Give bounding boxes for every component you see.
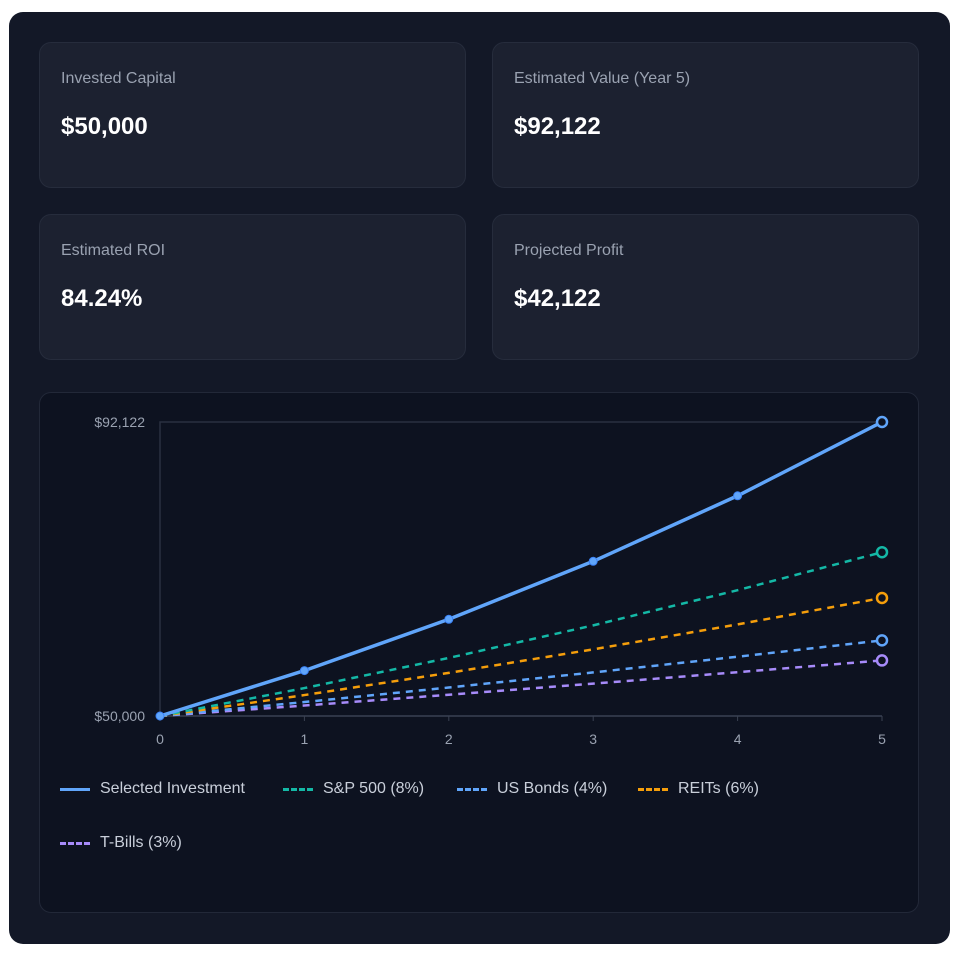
legend-item-bonds[interactable]: US Bonds (4%) [457, 780, 607, 798]
card-value: $50,000 [61, 113, 148, 140]
projected-profit-card: Projected Profit $42,122 [492, 214, 919, 360]
card-label: Projected Profit [514, 242, 624, 259]
legend-swatch [457, 787, 487, 791]
card-label: Estimated ROI [61, 242, 166, 259]
legend-label: REITs (6%) [678, 780, 759, 797]
legend-label: US Bonds (4%) [497, 780, 608, 797]
legend-item-tbills[interactable]: T-Bills (3%) [60, 834, 182, 852]
data-point-end [875, 591, 889, 605]
card-label: Estimated Value (Year 5) [514, 70, 691, 87]
data-point-end [875, 415, 889, 429]
series-line-1 [159, 551, 883, 718]
data-point [155, 711, 165, 721]
data-point-end [875, 634, 889, 647]
data-point-end [875, 545, 889, 559]
x-tick-label: 4 [734, 731, 742, 747]
data-point-end [875, 654, 889, 667]
legend-item-reits[interactable]: REITs (6%) [638, 780, 759, 798]
card-value: $42,122 [514, 285, 601, 312]
legend-item-selected[interactable]: Selected Investment [60, 780, 245, 798]
series-line-2 [159, 639, 883, 718]
x-tick-label: 2 [445, 731, 453, 747]
card-value: $92,122 [514, 113, 601, 140]
data-point [588, 556, 598, 566]
data-point [444, 614, 454, 624]
x-tick-label: 1 [301, 731, 309, 747]
series-line-4 [159, 659, 883, 718]
legend-swatch [638, 787, 668, 791]
y-tick-label-min: $50,000 [94, 708, 145, 724]
x-tick-label: 3 [589, 731, 597, 747]
estimated-value-card: Estimated Value (Year 5) $92,122 [492, 42, 919, 188]
legend-label: Selected Investment [100, 780, 245, 797]
legend-label: S&P 500 (8%) [323, 780, 425, 797]
plot-frame [159, 421, 882, 716]
x-tick-label: 0 [156, 731, 164, 747]
data-point [733, 491, 743, 501]
card-label: Invested Capital [61, 70, 176, 87]
y-tick-label-max: $92,122 [94, 414, 145, 430]
series-line-0 [159, 420, 883, 718]
legend-item-sp500[interactable]: S&P 500 (8%) [283, 780, 424, 798]
x-tick-label: 5 [878, 731, 886, 747]
legend-swatch [60, 787, 90, 791]
legend-swatch [60, 841, 90, 845]
card-value: 84.24% [61, 285, 143, 312]
legend-swatch [283, 787, 313, 791]
series-line-3 [159, 596, 883, 718]
estimated-roi-card: Estimated ROI 84.24% [39, 214, 466, 360]
data-point [299, 666, 309, 676]
invested-capital-card: Invested Capital $50,000 [39, 42, 466, 188]
legend-label: T-Bills (3%) [100, 834, 182, 851]
